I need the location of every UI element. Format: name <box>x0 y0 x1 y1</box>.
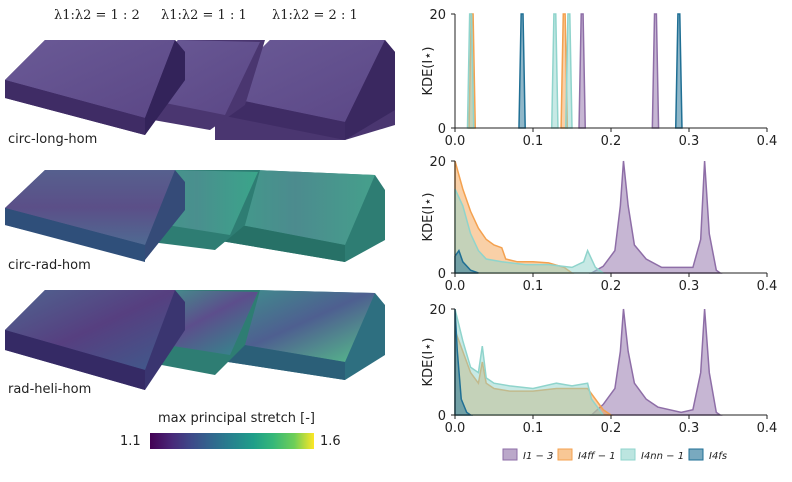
x-tick-label: 0.3 <box>679 279 700 294</box>
legend-item-2: I4nn − 1 <box>620 448 684 462</box>
x-tick-label: 0.2 <box>601 134 622 149</box>
y-axis-label: KDE(I⋆) <box>421 193 436 242</box>
colorbar-min-label: 1.1 <box>120 434 141 449</box>
kde-area-circ-long-hom-2-1 <box>550 13 559 129</box>
ratio-label-2: λ1:λ2 = 1 : 1 <box>161 8 247 23</box>
y-tick-label: 0 <box>438 409 446 424</box>
legend-swatch <box>557 448 573 461</box>
slab-row2-col1 <box>5 170 185 262</box>
legend-label: I4nn − 1 <box>641 451 684 462</box>
row-label-circ-long-hom: circ-long-hom <box>8 132 98 147</box>
kde-area-circ-long-hom-0-0 <box>578 13 587 129</box>
legend-item-0: I1 − 3 <box>502 448 553 462</box>
x-tick-label: 0.4 <box>757 279 778 294</box>
series-2-rad-heli-hom <box>454 308 605 416</box>
x-tick-label: 0.0 <box>445 279 466 294</box>
left-figure-panel: λ1:λ2 = 1 : 2 λ1:λ2 = 1 : 1 λ1:λ2 = 2 : … <box>5 8 395 449</box>
x-tick-label: 0.2 <box>601 279 622 294</box>
chart-legend: I1 − 3 I4ff − 1 I4nn − 1 I4fs <box>502 448 727 462</box>
legend-label: I1 − 3 <box>523 451 553 462</box>
x-tick-label: 0.0 <box>445 134 466 149</box>
kde-area-circ-long-hom-3-0 <box>518 13 526 129</box>
slabs-svg <box>5 40 395 449</box>
legend-swatch <box>620 448 636 461</box>
x-tick-label: 0.1 <box>523 421 544 436</box>
x-tick-label: 0.1 <box>523 134 544 149</box>
colorbar-title: max principal stretch [-] <box>158 411 316 426</box>
legend-item-3: I4fs <box>688 448 727 462</box>
ratio-label-3: λ1:λ2 = 2 : 1 <box>272 8 358 23</box>
colorbar-max-label: 1.6 <box>320 434 341 449</box>
series-0-circ-rad-hom <box>588 160 723 274</box>
kde-area-circ-rad-hom-2-0 <box>454 188 606 274</box>
chart-panel-circ-rad-hom: 0.0 0.1 0.2 0.3 0.4 0 20 KDE(I⋆) <box>421 155 777 294</box>
slab-row1-col1 <box>5 40 185 135</box>
series-0-circ-long-hom <box>578 13 660 129</box>
ratio-label-1: λ1:λ2 = 1 : 2 <box>54 8 140 23</box>
x-tick-label: 0.3 <box>679 421 700 436</box>
legend-swatch <box>502 448 518 461</box>
kde-area-rad-heli-hom-2-0 <box>454 308 605 416</box>
y-tick-label: 20 <box>429 8 446 23</box>
slab-row2-col3 <box>215 170 385 262</box>
y-tick-label: 20 <box>429 303 446 318</box>
kde-area-circ-long-hom-0-1 <box>651 13 660 129</box>
x-tick-label: 0.0 <box>445 421 466 436</box>
legend-label: I4ff − 1 <box>578 451 616 462</box>
y-tick-label: 0 <box>438 267 446 282</box>
legend-swatch <box>688 448 704 461</box>
chart-panel-circ-long-hom: 0.0 0.1 0.2 0.3 0.4 0 20 KDE(I⋆) <box>421 8 777 149</box>
row-label-circ-rad-hom: circ-rad-hom <box>8 258 91 273</box>
kde-area-circ-long-hom-2-2 <box>564 13 573 129</box>
x-tick-label: 0.2 <box>601 421 622 436</box>
x-tick-label: 0.4 <box>757 421 778 436</box>
kde-area-circ-rad-hom-0-0 <box>588 160 723 274</box>
y-axis-label: KDE(I⋆) <box>421 338 436 387</box>
y-tick-label: 20 <box>429 155 446 170</box>
kde-charts: 0.0 0.1 0.2 0.3 0.4 0 20 KDE(I⋆) 0.0 0.1 0.2 0.3 0.4… <box>421 8 777 462</box>
kde-area-rad-heli-hom-0-0 <box>589 308 723 416</box>
slab-row3-col1 <box>5 290 185 390</box>
y-axis-label: KDE(I⋆) <box>421 47 436 96</box>
series-2-circ-rad-hom <box>454 188 606 274</box>
kde-area-circ-long-hom-3-1 <box>674 13 683 129</box>
chart-panel-rad-heli-hom: 0.0 0.1 0.2 0.3 0.4 0 20 KDE(I⋆) <box>421 303 777 436</box>
legend-label: I4fs <box>709 451 727 462</box>
y-tick-label: 0 <box>438 122 446 137</box>
colorbar <box>150 433 314 449</box>
x-tick-label: 0.4 <box>757 134 778 149</box>
x-tick-label: 0.1 <box>523 279 544 294</box>
row-label-rad-heli-hom: rad-heli-hom <box>8 382 92 397</box>
series-0-rad-heli-hom <box>589 308 723 416</box>
x-tick-label: 0.3 <box>679 134 700 149</box>
legend-item-1: I4ff − 1 <box>557 448 616 462</box>
